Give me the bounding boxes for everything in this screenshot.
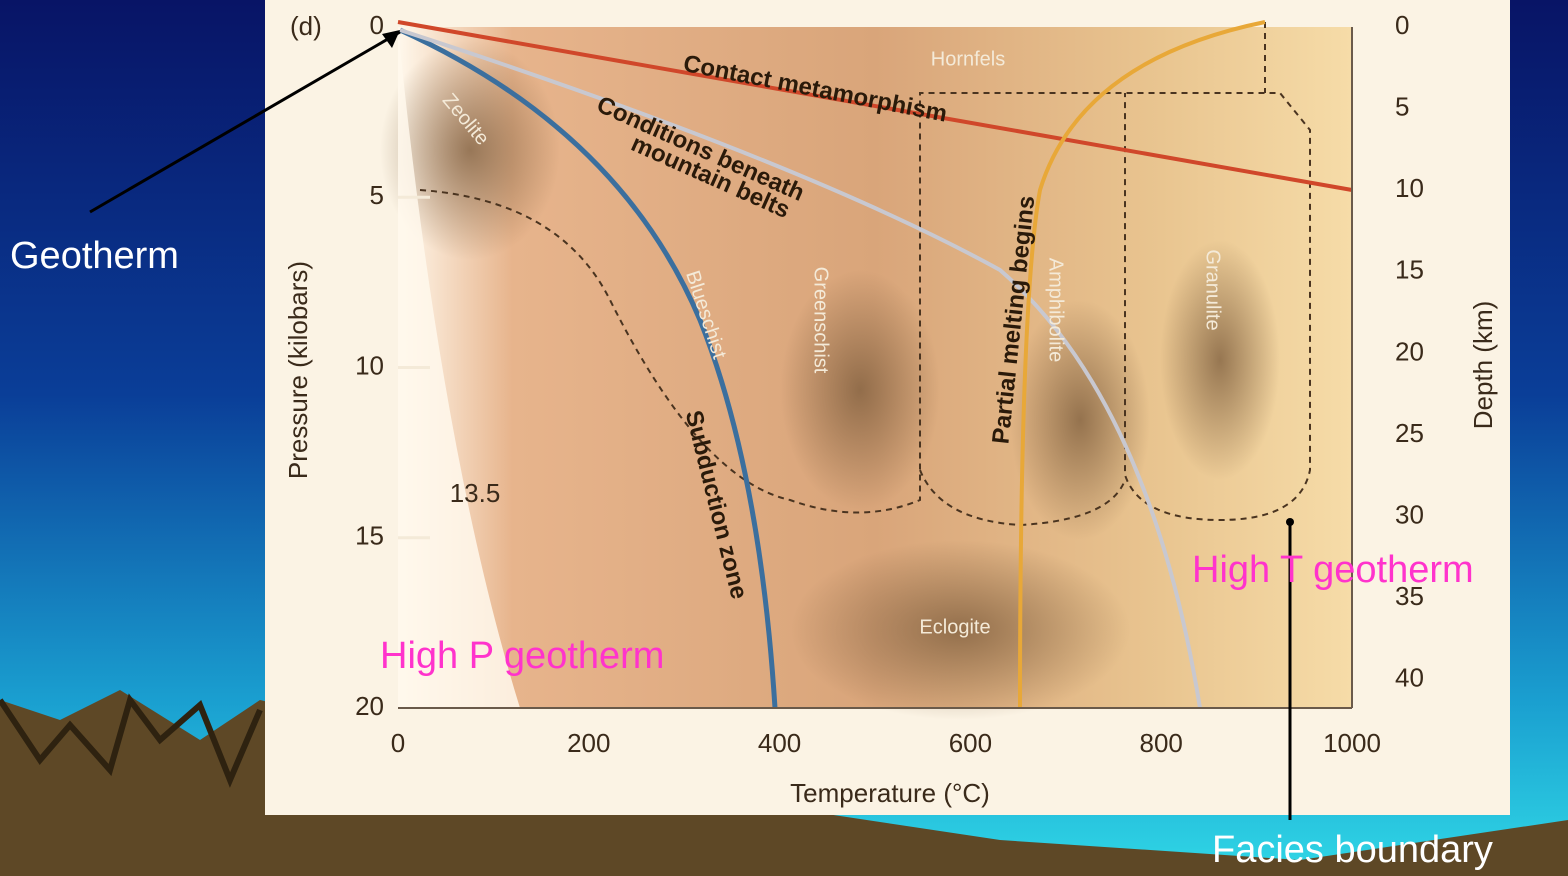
x-axis-title: Temperature (°C) — [790, 778, 990, 808]
y2-tick-label: 20 — [1395, 336, 1424, 366]
x-tick-label: 800 — [1140, 728, 1183, 758]
y2-tick-label: 5 — [1395, 91, 1409, 121]
slide: (d) Temperature (°C) Pressure (kilobars)… — [0, 0, 1568, 876]
y2-tick-label: 40 — [1395, 663, 1424, 693]
figure: (d) Temperature (°C) Pressure (kilobars)… — [265, 0, 1510, 815]
y2-tick-label: 15 — [1395, 255, 1424, 285]
y2-tick-label: 25 — [1395, 418, 1424, 448]
y2-tick-label: 10 — [1395, 173, 1424, 203]
x-tick-label: 200 — [567, 728, 610, 758]
x-tick-label: 0 — [391, 728, 405, 758]
y-tick-label: 15 — [355, 521, 384, 551]
x-tick-label: 1000 — [1323, 728, 1381, 758]
annotation: High T geotherm — [1192, 549, 1474, 591]
marker-label: 13.5 — [450, 478, 501, 508]
y-axis-title: Pressure (kilobars) — [283, 261, 313, 479]
x-tick-label: 600 — [949, 728, 992, 758]
annotation: Geotherm — [10, 235, 179, 277]
facies-label: Granulite — [1202, 249, 1224, 330]
y-tick-label: 10 — [355, 350, 384, 380]
facies-label: Eclogite — [919, 616, 990, 638]
annotation: High P geotherm — [380, 635, 664, 677]
y2-axis-title: Depth (km) — [1468, 301, 1498, 430]
annotation: Facies boundary — [1212, 829, 1493, 871]
facies-label: Hornfels — [931, 48, 1005, 70]
y-tick-label: 5 — [370, 180, 384, 210]
y2-tick-label: 30 — [1395, 499, 1424, 529]
x-tick-label: 400 — [758, 728, 801, 758]
pointer-dot — [1286, 518, 1294, 526]
shade — [1010, 300, 1150, 540]
y-tick-label: 0 — [370, 10, 384, 40]
panel-label: (d) — [290, 11, 322, 41]
y-tick-label: 20 — [355, 691, 384, 721]
y2-tick-label: 0 — [1395, 10, 1409, 40]
shade — [780, 270, 940, 510]
facies-label: Greenschist — [810, 267, 832, 374]
facies-label: Amphibolite — [1045, 258, 1067, 363]
